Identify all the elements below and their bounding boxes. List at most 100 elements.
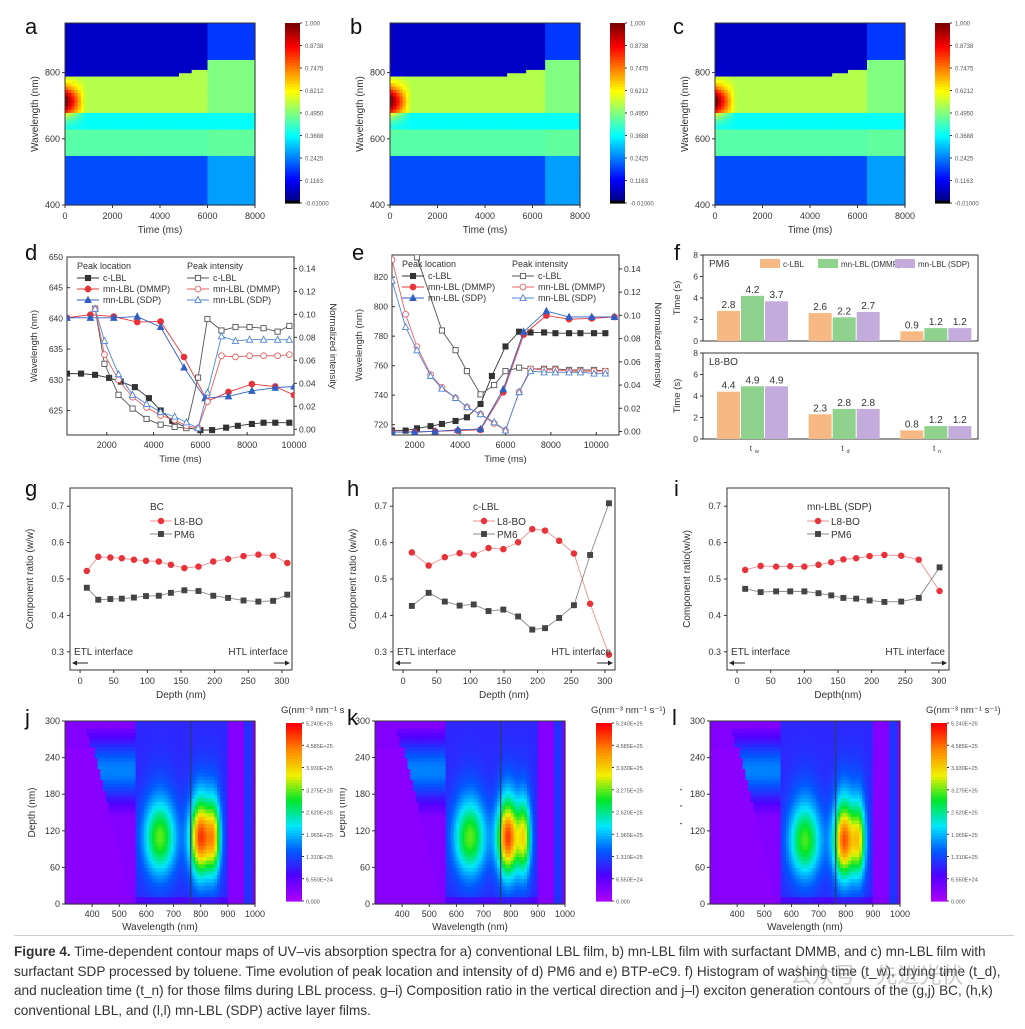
- heatmap-cell: [147, 62, 152, 67]
- heatmap-cell: [245, 66, 250, 70]
- heatmap-cell: [453, 185, 458, 190]
- heatmap-cell: [440, 85, 445, 90]
- heatmap-cell: [232, 118, 237, 123]
- heatmap-cell: [172, 39, 177, 44]
- heatmap-cell: [201, 69, 205, 74]
- heatmap-cell: [431, 72, 435, 77]
- heatmap-cell: [447, 52, 451, 57]
- heatmap-cell: [223, 89, 228, 94]
- heatmap-cell: [141, 112, 145, 117]
- heatmap-cell: [220, 59, 224, 64]
- heatmap-cell: [74, 191, 79, 196]
- heatmap-cell: [103, 115, 107, 120]
- heatmap-cell: [169, 138, 174, 143]
- heatmap-cell: [166, 79, 171, 84]
- heatmap-cell: [418, 75, 423, 80]
- heatmap-cell: [405, 122, 410, 127]
- heatmap-cell: [131, 36, 136, 41]
- heatmap-cell: [399, 59, 404, 64]
- heatmap-cell: [405, 82, 410, 87]
- heatmap-cell: [77, 79, 82, 84]
- heatmap-cell: [194, 56, 199, 60]
- heatmap-cell: [223, 142, 228, 147]
- heatmap-cell: [198, 36, 202, 41]
- heatmap-cell: [210, 82, 215, 87]
- heatmap-cell: [207, 66, 212, 70]
- heatmap-cell: [125, 72, 129, 77]
- heatmap-cell: [112, 185, 117, 190]
- heatmap-cell: [198, 181, 202, 186]
- heatmap-cell: [402, 95, 407, 100]
- heatmap-cell: [456, 178, 461, 183]
- heatmap-cell: [179, 122, 183, 127]
- heatmap-cell: [399, 188, 404, 193]
- heatmap-cell: [421, 52, 426, 57]
- heatmap-cell: [443, 198, 448, 203]
- heatmap-cell: [245, 118, 250, 123]
- heatmap-cell: [229, 118, 234, 123]
- heatmap-cell: [106, 158, 110, 163]
- heatmap-cell: [396, 42, 401, 47]
- colorbar-segment: [285, 113, 300, 117]
- heatmap-cell: [118, 181, 123, 186]
- heatmap-cell: [194, 46, 199, 51]
- heatmap-cell: [475, 132, 480, 137]
- heatmap-cell: [80, 62, 85, 67]
- heatmap-cell: [77, 135, 82, 140]
- heatmap-cell: [166, 92, 171, 97]
- heatmap-cell: [415, 191, 420, 196]
- heatmap-cell: [87, 59, 91, 64]
- colorbar-segment: [285, 107, 300, 111]
- heatmap-cell: [141, 132, 145, 137]
- heatmap-cell: [185, 23, 190, 27]
- heatmap-cell: [226, 135, 231, 140]
- heatmap-cell: [469, 122, 473, 127]
- heatmap-cell: [68, 85, 72, 90]
- heatmap-cell: [134, 72, 139, 77]
- heatmap-cell: [418, 201, 423, 206]
- heatmap-cell: [418, 175, 423, 180]
- heatmap-cell: [226, 195, 231, 199]
- heatmap-cell: [188, 155, 193, 160]
- heatmap-cell: [456, 52, 461, 57]
- heatmap-cell: [226, 185, 231, 190]
- heatmap-cell: [469, 49, 473, 54]
- heatmap-cell: [131, 46, 136, 51]
- heatmap-cell: [409, 201, 413, 206]
- heatmap-cell: [201, 66, 205, 70]
- heatmap-cell: [399, 171, 404, 176]
- heatmap-cell: [169, 135, 174, 140]
- heatmap-cell: [201, 32, 205, 37]
- heatmap-cell: [405, 109, 410, 113]
- heatmap-cell: [412, 79, 416, 84]
- heatmap-cell: [74, 161, 79, 166]
- heatmap-cell: [456, 148, 461, 153]
- x-tick-label: 0: [62, 211, 67, 221]
- heatmap-cell: [466, 128, 470, 133]
- heatmap-cell: [175, 195, 180, 199]
- heatmap-cell: [251, 188, 256, 193]
- heatmap-cell: [147, 175, 152, 180]
- heatmap-cell: [122, 115, 126, 120]
- heatmap-cell: [456, 89, 461, 94]
- heatmap-cell: [103, 99, 107, 104]
- colorbar-tick-label: 0.1163: [305, 179, 324, 185]
- heatmap-cell: [251, 178, 256, 183]
- heatmap-cell: [475, 148, 480, 153]
- heatmap-cell: [443, 66, 448, 70]
- heatmap-cell: [118, 26, 123, 31]
- heatmap-cell: [396, 198, 401, 203]
- heatmap-cell: [185, 128, 190, 133]
- heatmap-cell: [248, 188, 253, 193]
- heatmap-cell: [229, 125, 234, 130]
- heatmap-cell: [248, 82, 253, 87]
- heatmap-cell: [74, 171, 79, 176]
- heatmap-cell: [453, 122, 458, 127]
- heatmap-cell: [412, 109, 416, 113]
- heatmap-cell: [175, 62, 180, 67]
- heatmap-cell: [232, 72, 237, 77]
- heatmap-cell: [201, 29, 205, 34]
- heatmap-cell: [418, 185, 423, 190]
- heatmap-cell: [459, 72, 464, 77]
- heatmap-cell: [469, 142, 473, 147]
